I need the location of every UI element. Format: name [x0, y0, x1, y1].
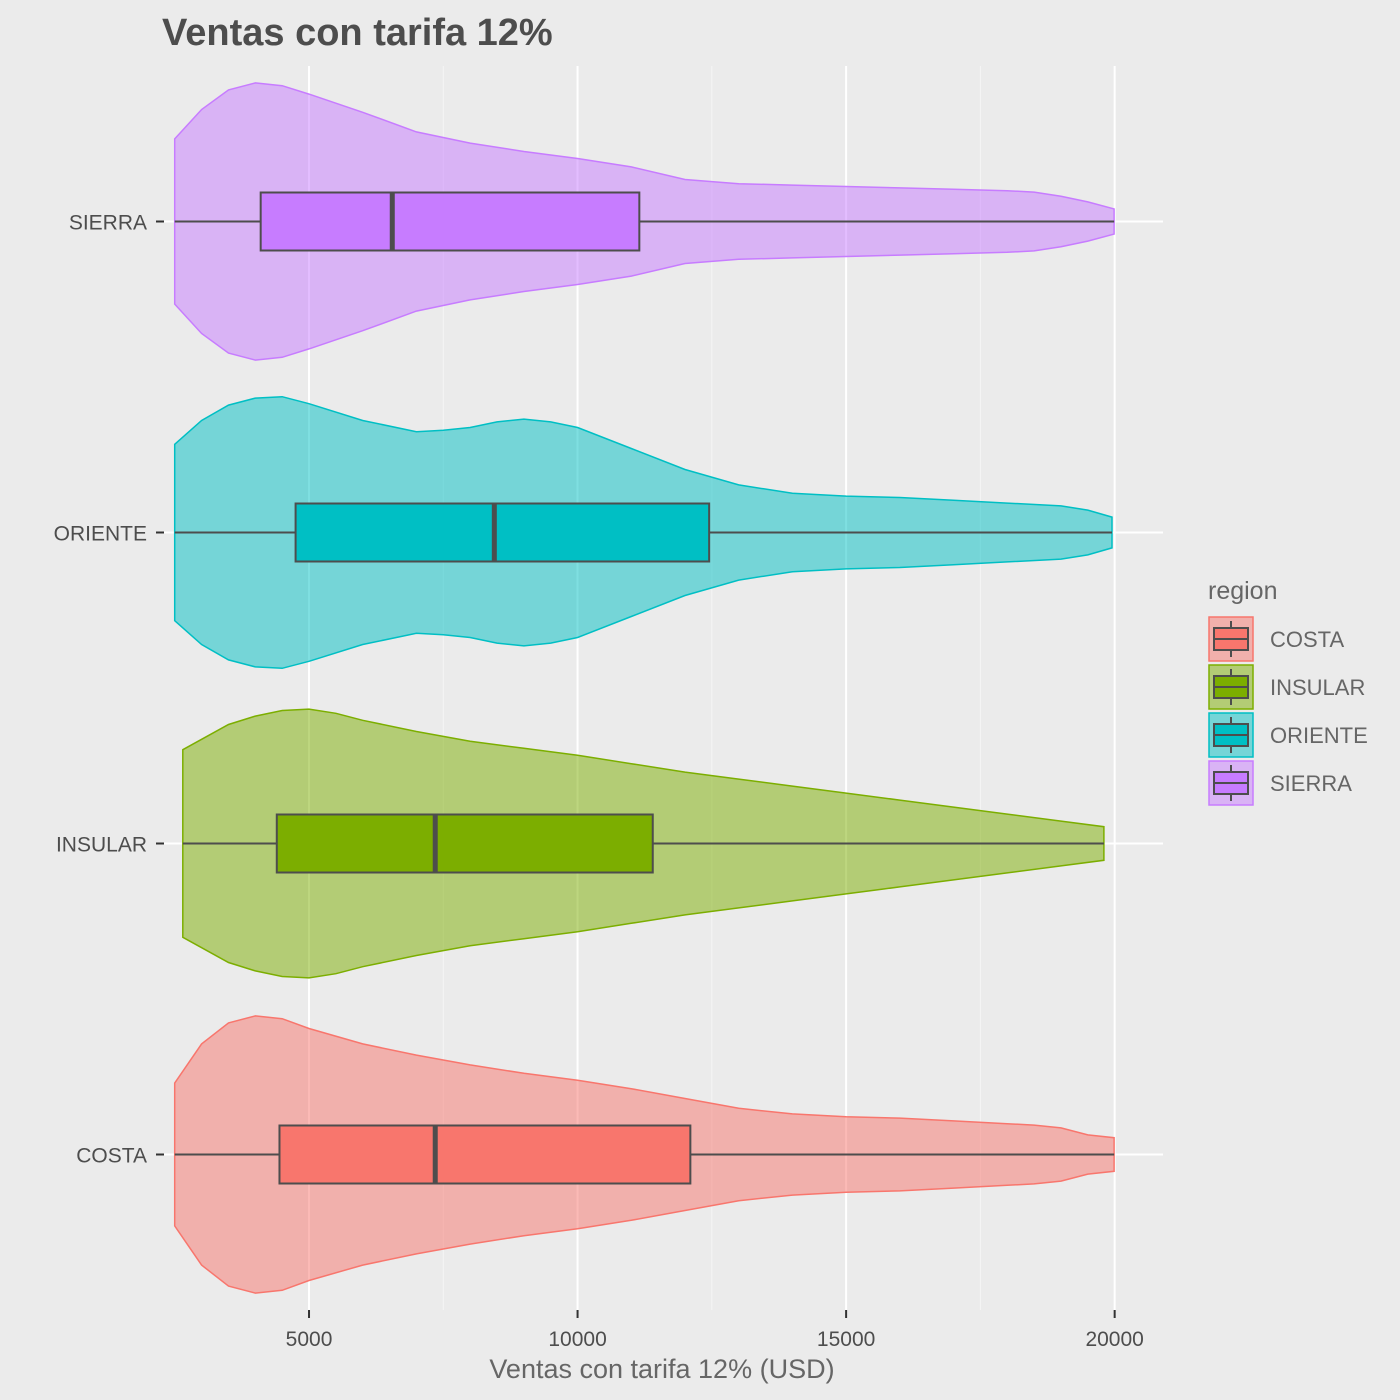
box-insular [275, 813, 654, 874]
plot-panel [164, 66, 1163, 1310]
x-axis: 5000 10000 15000 20000 [286, 1310, 1144, 1351]
legend-label: COSTA [1270, 627, 1344, 652]
legend-label: SIERRA [1270, 771, 1352, 796]
legend-item-costa: COSTA [1208, 616, 1344, 662]
y-tick-label: SIERRA [69, 212, 147, 235]
x-tick-label: 20000 [1085, 1328, 1143, 1351]
x-tick-label: 15000 [817, 1328, 875, 1351]
x-tick-label: 5000 [286, 1328, 333, 1351]
y-tick-label: COSTA [76, 1145, 147, 1168]
legend-title: region [1208, 577, 1278, 605]
legend-item-oriente: ORIENTE [1208, 712, 1368, 758]
box-sierra [259, 191, 641, 252]
legend-item-insular: INSULAR [1208, 664, 1365, 710]
x-axis-title: Ventas con tarifa 12% (USD) [489, 1354, 834, 1384]
legend-label: INSULAR [1270, 675, 1365, 700]
legend-label: ORIENTE [1270, 723, 1368, 748]
y-axis: COSTA INSULAR ORIENTE SIERRA [54, 212, 164, 1168]
legend: region COSTA INSULAR ORIENTE SIERRA [1208, 577, 1368, 806]
legend-item-sierra: SIERRA [1208, 760, 1352, 806]
x-tick-label: 10000 [548, 1328, 606, 1351]
box-costa [278, 1124, 692, 1185]
y-tick-label: ORIENTE [54, 523, 147, 546]
y-tick-label: INSULAR [56, 834, 147, 857]
box-oriente [294, 502, 711, 563]
chart-title: Ventas con tarifa 12% [162, 12, 553, 54]
